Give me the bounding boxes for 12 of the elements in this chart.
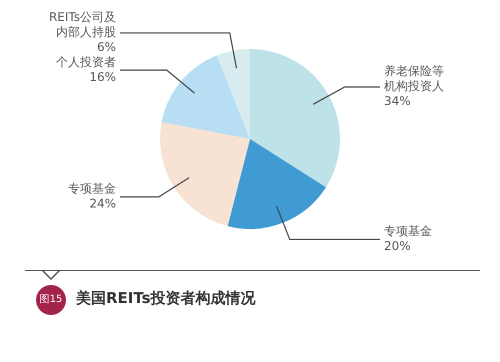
slice-label: 专项基金 bbox=[384, 224, 432, 238]
data-label: 6% bbox=[96, 40, 116, 54]
data-label: 34% bbox=[384, 94, 411, 108]
caption: 图15 bbox=[36, 285, 66, 315]
slice-label: 个人投资者 bbox=[56, 54, 116, 69]
text: 美国REITs投资者构成情况 bbox=[76, 289, 256, 308]
data-label: 20% bbox=[384, 239, 411, 254]
slice-label: 专项基金 bbox=[68, 181, 116, 196]
data-label: 16% bbox=[89, 70, 116, 84]
slice-label: 养老保险等机构投资人 bbox=[384, 64, 444, 94]
data-label: 24% bbox=[89, 196, 116, 210]
slice-label: REITs公司及内部人持股 bbox=[48, 10, 116, 40]
